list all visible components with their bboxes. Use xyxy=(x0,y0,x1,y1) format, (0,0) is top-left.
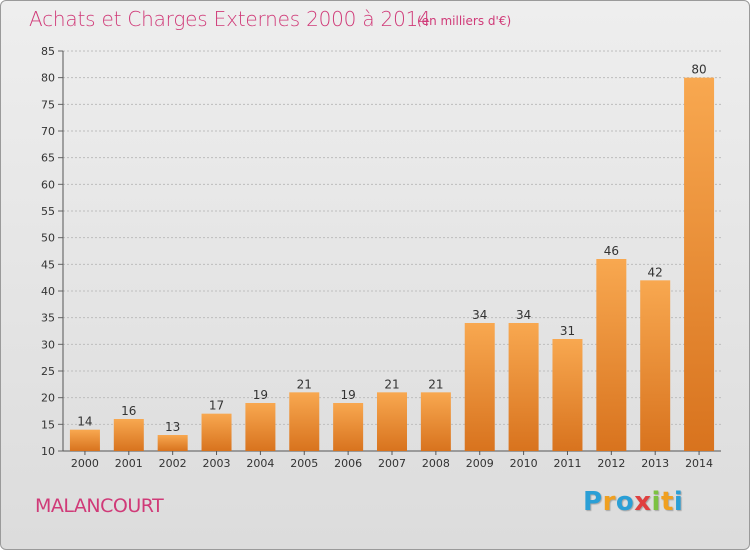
data-label: 21 xyxy=(384,377,399,391)
x-tick-label: 2007 xyxy=(378,457,406,470)
data-label: 34 xyxy=(472,308,487,322)
chart-title: Achats et Charges Externes 2000 à 2014 xyxy=(29,7,431,31)
x-tick-label: 2006 xyxy=(334,457,362,470)
x-tick-label: 2012 xyxy=(597,457,625,470)
x-tick-label: 2009 xyxy=(466,457,494,470)
bar xyxy=(201,413,232,451)
bar xyxy=(157,435,188,451)
bar xyxy=(508,323,539,451)
bar xyxy=(69,429,100,451)
bar xyxy=(684,77,715,452)
y-tick-label: 45 xyxy=(41,258,55,271)
x-tick-label: 2010 xyxy=(510,457,538,470)
bar xyxy=(289,392,320,451)
y-tick-label: 85 xyxy=(41,45,55,58)
logo-letter: P xyxy=(583,487,603,517)
y-tick-label: 55 xyxy=(41,205,55,218)
proxiti-logo: Proxiti xyxy=(583,487,683,517)
bar xyxy=(377,392,407,451)
x-tick-label: 2003 xyxy=(203,457,231,470)
x-tick-label: 2011 xyxy=(553,457,581,470)
y-tick-label: 70 xyxy=(41,125,55,138)
y-tick-label: 25 xyxy=(41,365,55,378)
x-tick-label: 2005 xyxy=(290,457,318,470)
commune-name: MALANCOURT xyxy=(35,495,164,517)
bar xyxy=(596,259,627,451)
y-tick-label: 50 xyxy=(41,232,55,245)
logo-letter: t xyxy=(660,487,674,517)
data-label: 21 xyxy=(428,377,443,391)
labels: 2000 14 2001 16 2002 13 2003 17 2004 19 2005 21 2006… xyxy=(71,63,713,470)
bars xyxy=(69,77,715,452)
bar xyxy=(113,419,144,451)
data-label: 14 xyxy=(77,415,92,429)
data-label: 13 xyxy=(165,420,180,434)
bar xyxy=(640,280,671,451)
logo-letter: i xyxy=(651,487,661,517)
chart-subtitle: (en milliers d'€) xyxy=(417,14,512,28)
data-label: 34 xyxy=(516,308,531,322)
x-tick-label: 2008 xyxy=(422,457,450,470)
x-tick-label: 2013 xyxy=(641,457,669,470)
logo-letter: i xyxy=(673,487,684,517)
logo-letter: o xyxy=(615,487,635,517)
y-tick-label: 65 xyxy=(41,152,55,165)
bar xyxy=(420,392,451,451)
bar xyxy=(333,403,364,451)
x-tick-label: 2002 xyxy=(159,457,187,470)
data-label: 17 xyxy=(209,399,224,413)
y-tick-label: 40 xyxy=(41,285,55,298)
bar xyxy=(464,323,495,451)
x-tick-label: 2000 xyxy=(71,457,99,470)
x-tick-label: 2014 xyxy=(685,457,713,470)
data-label: 42 xyxy=(648,265,663,279)
y-tick-label: 60 xyxy=(41,178,55,191)
data-label: 31 xyxy=(560,324,575,338)
y-tick-label: 30 xyxy=(41,338,55,351)
y-tick-label: 20 xyxy=(41,392,55,405)
data-label: 46 xyxy=(604,244,619,258)
x-tick-label: 2001 xyxy=(115,457,143,470)
bar xyxy=(245,403,276,451)
logo-letter: r xyxy=(602,487,616,517)
y-tick-label: 10 xyxy=(41,445,55,458)
y-tick-label: 80 xyxy=(41,72,55,85)
data-label: 80 xyxy=(691,63,706,77)
x-tick-label: 2004 xyxy=(246,457,274,470)
bar xyxy=(552,339,583,451)
y-tick-label: 35 xyxy=(41,312,55,325)
logo-letter: x xyxy=(634,487,652,517)
y-tick-label: 15 xyxy=(41,418,55,431)
y-tick-label: 75 xyxy=(41,98,55,111)
data-label: 19 xyxy=(340,388,355,402)
data-label: 21 xyxy=(297,377,312,391)
data-label: 19 xyxy=(253,388,268,402)
data-label: 16 xyxy=(121,404,136,418)
